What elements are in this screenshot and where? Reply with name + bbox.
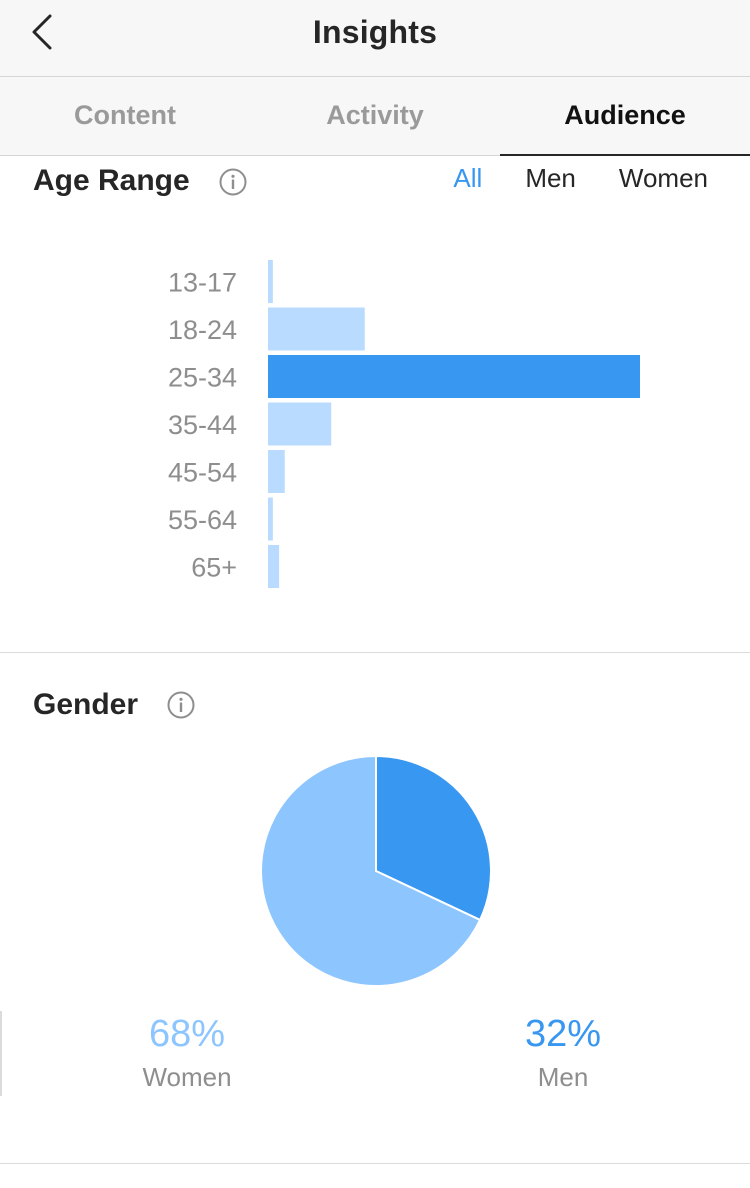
age-label-55-64: 55-64 bbox=[168, 505, 237, 535]
men-label: Men bbox=[537, 1062, 589, 1092]
tab-content[interactable]: Content bbox=[74, 100, 176, 130]
gender-title: Gender bbox=[33, 688, 139, 721]
age-bar-65+ bbox=[268, 545, 280, 588]
pie-slice-women bbox=[260, 755, 482, 987]
age-bar-55-64 bbox=[268, 497, 273, 541]
info-icon[interactable] bbox=[167, 691, 195, 719]
age-bar-25-34 bbox=[268, 355, 640, 398]
age-label-65+: 65+ bbox=[191, 553, 237, 583]
age-filter-group: All Men Women bbox=[453, 163, 708, 194]
info-icon[interactable] bbox=[219, 168, 247, 196]
edge-divider bbox=[0, 1011, 2, 1096]
chevron-left-icon bbox=[32, 14, 52, 50]
filter-women[interactable]: Women bbox=[618, 163, 708, 193]
filter-all[interactable]: All bbox=[453, 163, 483, 193]
page-title: Insights bbox=[312, 14, 438, 50]
filter-men[interactable]: Men bbox=[525, 163, 576, 193]
age-label-45-54: 45-54 bbox=[168, 458, 237, 488]
tab-bar: Content Activity Audience bbox=[0, 77, 750, 156]
tab-audience[interactable]: Audience bbox=[500, 77, 750, 156]
women-stat: 68% Women bbox=[87, 1013, 287, 1093]
age-label-25-34: 25-34 bbox=[168, 363, 237, 393]
age-range-chart: 13-17 18-24 25-34 35-44 45-54 55-64 65+ bbox=[168, 260, 640, 588]
age-range-title: Age Range bbox=[33, 164, 190, 197]
section-divider bbox=[0, 1163, 750, 1164]
age-bar-18-24 bbox=[268, 307, 365, 351]
pie-slice-men bbox=[375, 755, 492, 922]
age-label-18-24: 18-24 bbox=[168, 315, 237, 345]
gender-pie-chart bbox=[260, 755, 492, 987]
section-divider bbox=[0, 652, 750, 653]
age-bar-13-17 bbox=[268, 260, 273, 303]
tab-activity[interactable]: Activity bbox=[326, 100, 424, 130]
age-bar-35-44 bbox=[268, 402, 332, 446]
age-label-13-17: 13-17 bbox=[168, 268, 237, 298]
men-percent: 32% bbox=[524, 1013, 602, 1055]
back-button[interactable] bbox=[22, 10, 62, 54]
women-label: Women bbox=[142, 1062, 232, 1092]
men-stat: 32% Men bbox=[463, 1013, 663, 1093]
age-label-35-44: 35-44 bbox=[168, 410, 237, 440]
top-bar: Insights Content Activity Audience bbox=[0, 0, 750, 156]
nav-bar: Insights bbox=[0, 0, 750, 77]
women-percent: 68% bbox=[148, 1013, 226, 1055]
age-bar-45-54 bbox=[268, 450, 285, 493]
